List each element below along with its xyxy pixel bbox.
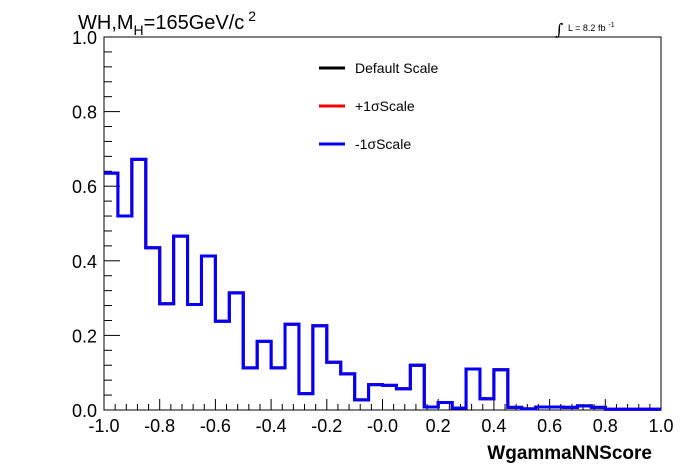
- luminosity-text: L = 8.2 fb -1: [568, 22, 615, 33]
- x-tick-label: 0.6: [537, 416, 562, 436]
- integral-symbol: ∫: [555, 20, 563, 39]
- x-tick-label: -0.0: [367, 416, 398, 436]
- x-tick-label: 0.2: [426, 416, 451, 436]
- legend: Default Scale +1σScale -1σScale: [319, 60, 438, 152]
- y-tick-label: 0.4: [72, 252, 97, 272]
- x-tick-label: 0.4: [481, 416, 506, 436]
- legend-label: Default Scale: [355, 60, 438, 76]
- x-tick-label: -1.0: [88, 416, 119, 436]
- series-layer: [104, 157, 661, 411]
- legend-label: +1σScale: [355, 98, 415, 114]
- y-tick-label: 1.0: [72, 28, 97, 48]
- series-line-2: [104, 157, 661, 411]
- axes: -1.0 -0.8 -0.6 -0.4 -0.2 -0.0 0.2 0.4 0.6 0.8 1.0 0…: [72, 28, 674, 436]
- title-superscript: 2: [248, 8, 256, 24]
- title-rest: =165GeV/c: [144, 12, 245, 34]
- y-tick-label: 0.6: [72, 177, 97, 197]
- x-tick-label: -0.8: [144, 416, 175, 436]
- luminosity-superscript: -1: [608, 22, 614, 29]
- chart-title: WH,MH=165GeV/c 2: [78, 8, 256, 38]
- title-subscript: H: [134, 22, 144, 38]
- y-tick-label: 0.0: [72, 401, 97, 421]
- x-tick-label: -0.2: [311, 416, 342, 436]
- y-tick-label: 0.2: [72, 326, 97, 346]
- x-tick-label: 0.8: [593, 416, 618, 436]
- legend-label: -1σScale: [355, 136, 411, 152]
- x-tick-label: -0.6: [200, 416, 231, 436]
- x-tick-label: 1.0: [648, 416, 673, 436]
- x-axis-label: WgammaNNScore: [487, 443, 652, 464]
- y-tick-label: 0.8: [72, 103, 97, 123]
- x-tick-label: -0.4: [256, 416, 287, 436]
